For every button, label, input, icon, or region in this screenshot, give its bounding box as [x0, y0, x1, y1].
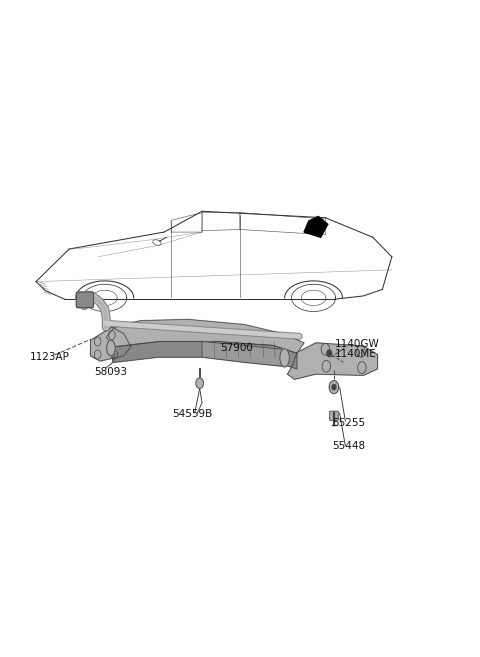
Circle shape	[327, 350, 332, 357]
Circle shape	[329, 380, 339, 394]
FancyBboxPatch shape	[330, 411, 338, 420]
Polygon shape	[288, 343, 378, 379]
Text: 57900: 57900	[220, 343, 253, 353]
Ellipse shape	[280, 349, 289, 367]
Ellipse shape	[107, 340, 115, 356]
Polygon shape	[106, 319, 304, 353]
Circle shape	[196, 378, 204, 388]
Circle shape	[332, 384, 336, 390]
Text: 55255: 55255	[332, 419, 365, 428]
Text: 54559B: 54559B	[173, 409, 213, 419]
Polygon shape	[202, 342, 283, 367]
Text: 58093: 58093	[94, 367, 127, 377]
Text: 1140ME: 1140ME	[335, 348, 377, 359]
Text: 1140GW: 1140GW	[335, 339, 380, 349]
Polygon shape	[114, 342, 297, 369]
FancyBboxPatch shape	[76, 292, 94, 307]
Polygon shape	[91, 327, 131, 361]
Polygon shape	[304, 216, 328, 237]
Text: 1123AP: 1123AP	[30, 351, 70, 362]
Text: 55448: 55448	[332, 441, 365, 451]
